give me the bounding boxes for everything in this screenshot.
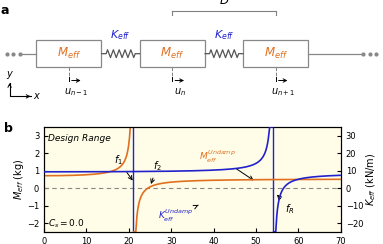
Text: $y$: $y$	[5, 69, 14, 81]
Text: b: b	[4, 122, 13, 135]
Text: $x$: $x$	[33, 92, 41, 101]
Text: $f_1$: $f_1$	[114, 154, 132, 180]
Y-axis label: $M_{eff}$ (kg): $M_{eff}$ (kg)	[11, 159, 26, 200]
FancyBboxPatch shape	[36, 40, 101, 67]
Text: $f_2$: $f_2$	[151, 159, 162, 183]
Text: $M_{eff}^{Undamp}$: $M_{eff}^{Undamp}$	[200, 148, 253, 180]
Text: $u_{n-1}$: $u_{n-1}$	[64, 86, 88, 98]
Text: a: a	[0, 4, 9, 17]
Text: $u_n$: $u_n$	[173, 86, 186, 98]
Text: $f_R$: $f_R$	[278, 195, 295, 216]
Text: Design Range: Design Range	[48, 134, 111, 143]
Text: $M_{eff}$: $M_{eff}$	[57, 46, 81, 61]
Text: $K_{eff}^{Undamp}$: $K_{eff}^{Undamp}$	[158, 205, 198, 224]
Text: $K_{eff}$: $K_{eff}$	[110, 29, 131, 42]
Text: $K_{eff}$: $K_{eff}$	[214, 29, 234, 42]
Text: $D$: $D$	[219, 0, 229, 7]
FancyBboxPatch shape	[243, 40, 308, 67]
Text: $M_{eff}$: $M_{eff}$	[264, 46, 288, 61]
Bar	[44, 127, 341, 232]
Y-axis label: $K_{eff}$ (kN/m): $K_{eff}$ (kN/m)	[365, 153, 378, 206]
Bar	[133, 127, 341, 232]
Text: $C_s = 0.0$: $C_s = 0.0$	[48, 218, 85, 230]
Text: $u_{n+1}$: $u_{n+1}$	[271, 86, 295, 98]
FancyBboxPatch shape	[140, 40, 205, 67]
Text: $M_{eff}$: $M_{eff}$	[160, 46, 184, 61]
